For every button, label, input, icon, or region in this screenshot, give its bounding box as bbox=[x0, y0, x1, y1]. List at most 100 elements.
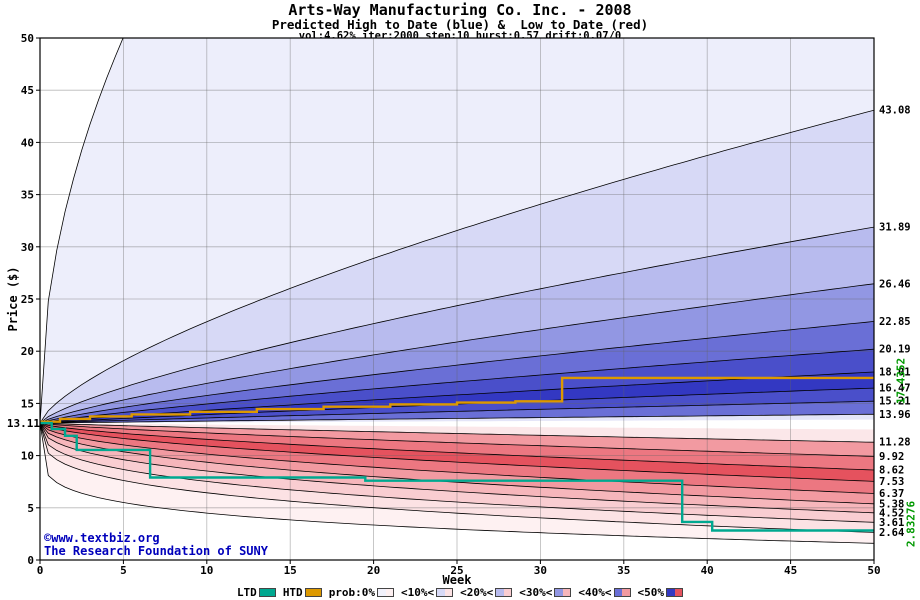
x-tick-label: 35 bbox=[617, 564, 630, 577]
y-tick-label: 15 bbox=[21, 397, 34, 410]
high-band-end-label: 16.47 bbox=[879, 383, 911, 395]
legend-item-ltd: LTD bbox=[237, 586, 276, 599]
x-tick-label: 0 bbox=[37, 564, 44, 577]
low-band-curve bbox=[40, 422, 874, 457]
legend-swatch bbox=[436, 588, 454, 597]
low-band-end-label: 8.62 bbox=[879, 465, 904, 477]
high-band-curve bbox=[40, 321, 874, 424]
legend-swatch bbox=[554, 588, 572, 597]
high-band-curve bbox=[40, 226, 874, 424]
ltd-final-value-label: 2.83276 bbox=[904, 500, 918, 548]
y-tick-label: 25 bbox=[21, 293, 34, 306]
y-tick-label: 10 bbox=[21, 450, 34, 463]
probability-band bbox=[40, 423, 874, 533]
low-band-end-label: 4.52 bbox=[879, 507, 904, 519]
probability-band bbox=[40, 423, 874, 513]
probability-band bbox=[40, 38, 874, 424]
legend-label: LTD bbox=[236, 586, 257, 599]
low-band-curve bbox=[40, 422, 874, 514]
start-price-label: 13.11 bbox=[6, 417, 40, 430]
low-band-end-label: 7.53 bbox=[879, 476, 904, 488]
probability-band bbox=[40, 423, 874, 523]
chart-subtitle: Predicted High to Date (blue) & Low to D… bbox=[271, 17, 649, 32]
x-tick-label: 30 bbox=[534, 564, 547, 577]
copyright-org: The Research Foundation of SUNY bbox=[44, 544, 268, 558]
high-band-curve bbox=[40, 348, 874, 424]
legend-label: <30%< bbox=[519, 586, 553, 599]
high-band-end-label: 15.21 bbox=[879, 396, 911, 408]
legend-swatch bbox=[495, 588, 513, 597]
probability-band bbox=[40, 372, 874, 424]
high-band-curve bbox=[40, 413, 874, 424]
legend: LTD HTD prob:0% <10%< <20%< <30%< <40%< <50% bbox=[0, 586, 920, 599]
probability-band bbox=[40, 110, 874, 424]
legend-label: <10%< bbox=[401, 586, 435, 599]
probability-band bbox=[40, 423, 874, 544]
high-band-end-label: 20.19 bbox=[879, 344, 911, 356]
low-band-end-label: 5.38 bbox=[879, 498, 904, 510]
probability-band bbox=[40, 321, 874, 424]
low-band-end-label: 9.92 bbox=[879, 451, 904, 463]
low-band-end-label: 2.64 bbox=[879, 527, 904, 539]
x-tick-label: 25 bbox=[450, 564, 463, 577]
x-tick-label: 15 bbox=[284, 564, 297, 577]
probability-band bbox=[40, 401, 874, 424]
probability-band bbox=[40, 423, 874, 494]
high-band-curve bbox=[40, 283, 874, 424]
legend-item-30: <30%< bbox=[519, 586, 572, 599]
legend-label: <50% bbox=[637, 586, 665, 599]
x-tick-label: 50 bbox=[867, 564, 880, 577]
legend-item-htd: HTD bbox=[283, 586, 322, 599]
low-band-end-label: 6.37 bbox=[879, 488, 904, 500]
high-band-end-label: 43.08 bbox=[879, 105, 911, 117]
legend-swatch bbox=[377, 588, 395, 597]
x-tick-label: 40 bbox=[701, 564, 714, 577]
copyright-url[interactable]: ©www.textbiz.org bbox=[44, 531, 160, 545]
y-tick-label: 0 bbox=[27, 554, 34, 567]
legend-swatch bbox=[666, 588, 684, 597]
high-band-end-label: 18.01 bbox=[879, 366, 911, 378]
low-band-curve bbox=[40, 422, 874, 494]
chart-title: Arts-Way Manufacturing Co. Inc. - 2008 bbox=[288, 1, 632, 19]
probability-band bbox=[40, 283, 874, 424]
x-tick-label: 45 bbox=[784, 564, 797, 577]
legend-swatch bbox=[304, 588, 322, 597]
legend-label: <40%< bbox=[578, 586, 612, 599]
plot-area bbox=[40, 38, 874, 560]
legend-item-20: <20%< bbox=[460, 586, 513, 599]
x-tick-label: 5 bbox=[120, 564, 127, 577]
y-tick-label: 40 bbox=[21, 136, 34, 149]
high-band-curve bbox=[40, 400, 874, 424]
y-tick-label: 45 bbox=[21, 84, 34, 97]
legend-item-10: <10%< bbox=[401, 586, 454, 599]
x-tick-label: 10 bbox=[200, 564, 213, 577]
x-tick-label: 20 bbox=[367, 564, 380, 577]
probability-band bbox=[40, 423, 874, 504]
htd-final-value-label: 17.4352 bbox=[894, 357, 908, 405]
legend-label: prob:0% bbox=[328, 586, 376, 599]
low-band-curve bbox=[40, 422, 874, 505]
high-band-end-label: 13.96 bbox=[879, 409, 911, 421]
y-tick-label: 5 bbox=[27, 502, 34, 515]
high-band-curve bbox=[40, 371, 874, 424]
low-band-end-label: 3.61 bbox=[879, 517, 904, 529]
htd-line bbox=[40, 376, 874, 423]
high-band-curve bbox=[40, 109, 874, 424]
legend-item-prob0: prob:0% bbox=[328, 586, 395, 599]
probability-band bbox=[40, 423, 874, 457]
high-band-end-label: 22.85 bbox=[879, 316, 911, 328]
low-band-curve bbox=[40, 422, 874, 482]
low-band-end-label: 11.28 bbox=[879, 437, 911, 449]
legend-swatch bbox=[258, 588, 276, 597]
y-axis-title: Price ($) bbox=[6, 266, 20, 332]
low-band-curve bbox=[40, 422, 874, 471]
high-band-end-label: 31.89 bbox=[879, 222, 911, 234]
probability-band bbox=[40, 227, 874, 424]
y-tick-label: 30 bbox=[21, 241, 34, 254]
legend-item-40: <40%< bbox=[578, 586, 631, 599]
legend-swatch bbox=[613, 588, 631, 597]
y-tick-label: 50 bbox=[21, 32, 34, 45]
low-band-curve bbox=[40, 422, 874, 533]
legend-label: HTD bbox=[282, 586, 303, 599]
probability-band bbox=[40, 423, 874, 443]
